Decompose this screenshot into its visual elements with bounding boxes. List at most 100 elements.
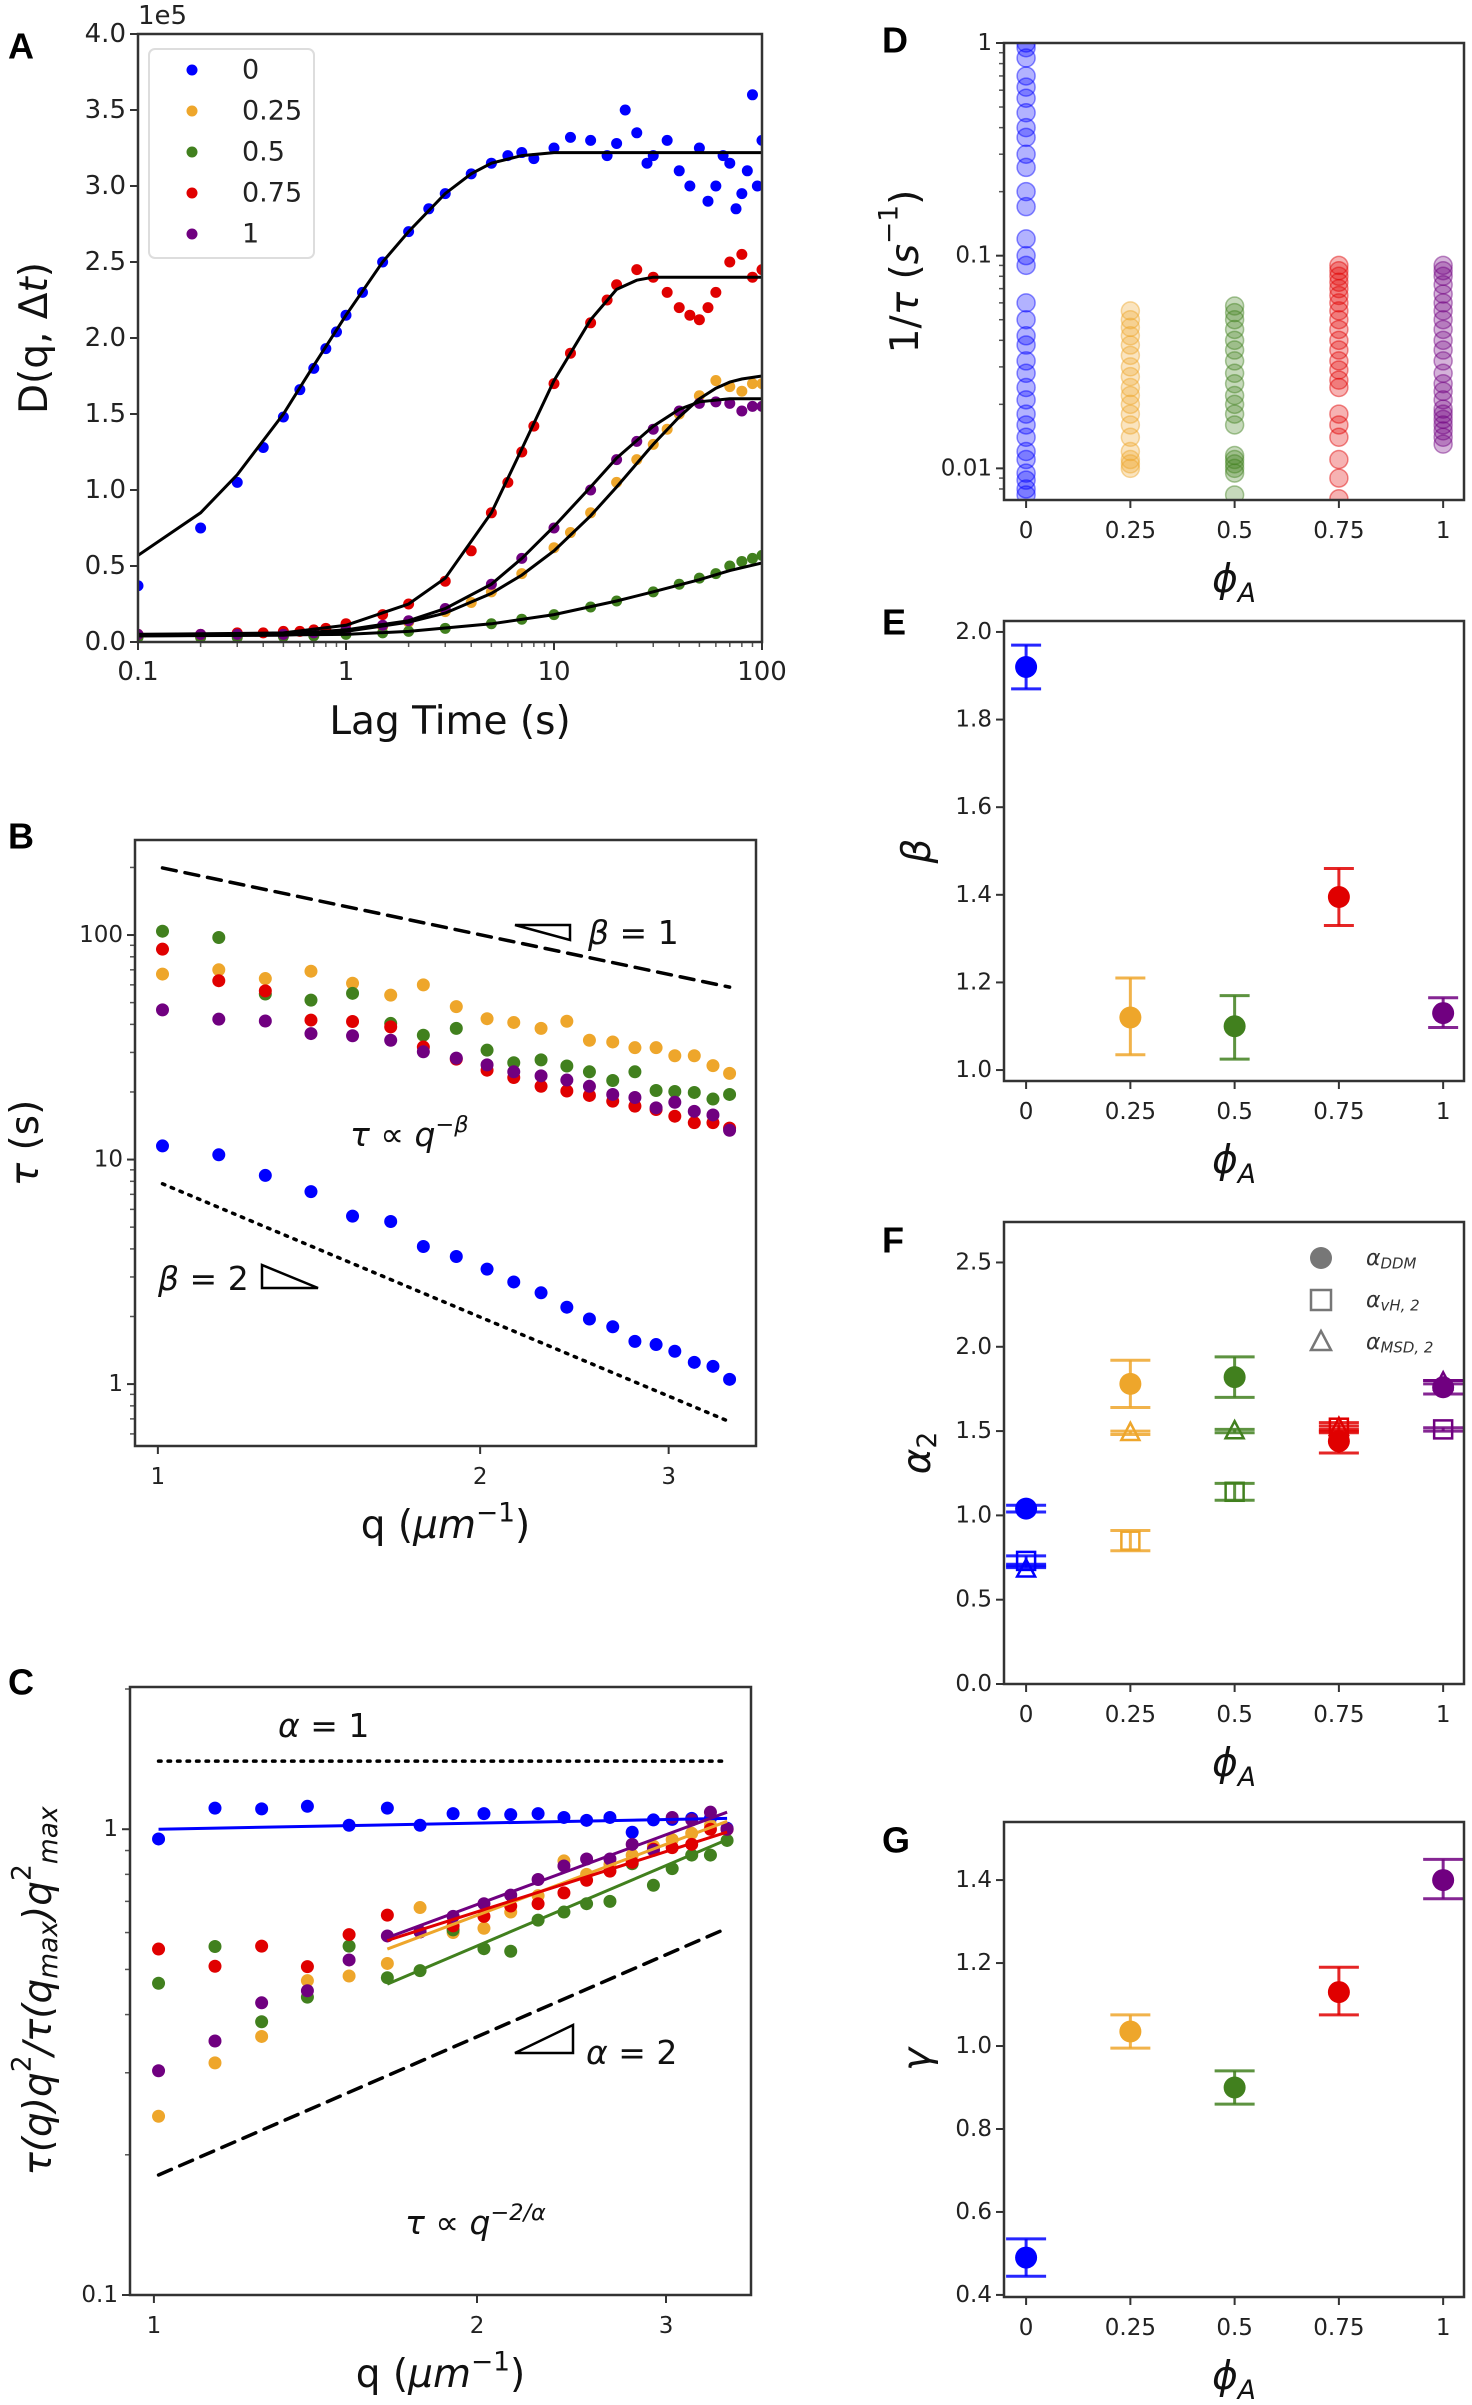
strip-series <box>1120 301 1141 479</box>
annotation: α = 1 <box>278 1706 369 1745</box>
data-point <box>706 1059 720 1073</box>
data-point <box>1433 340 1453 360</box>
data-point <box>1223 1015 1246 1038</box>
data-point <box>477 1807 491 1821</box>
data-point <box>480 1058 494 1072</box>
data-point <box>1016 157 1036 178</box>
data-point <box>212 931 226 945</box>
data-point <box>1015 1497 1038 1520</box>
y-tick-label: 0.1 <box>955 243 992 269</box>
series <box>155 1003 737 1137</box>
annotation: α = 2 <box>586 2033 677 2072</box>
x-tick-label: 1 <box>1436 2315 1451 2341</box>
y-axis-label: D(q, Δt) <box>12 262 57 414</box>
data-point <box>606 1087 620 1101</box>
data-point <box>1120 326 1141 346</box>
data-point <box>649 1338 663 1352</box>
data-point <box>480 1012 494 1026</box>
data-point <box>1016 144 1036 164</box>
data-point <box>1329 340 1349 360</box>
data-point <box>416 1028 430 1042</box>
data-point <box>1015 656 1038 678</box>
data-point <box>416 978 430 992</box>
panel-label: G <box>882 1820 910 1861</box>
data-point <box>560 1059 574 1073</box>
y-tick-label: 1 <box>108 1371 123 1397</box>
slope-triangle <box>514 2023 575 2055</box>
data-point <box>1224 302 1245 323</box>
data-point <box>641 157 653 169</box>
y-tick-label: 0.8 <box>955 2116 992 2142</box>
data-point <box>416 1045 430 1059</box>
y-tick-label: 1.0 <box>955 1057 992 1083</box>
data-point <box>480 1262 494 1276</box>
data-point <box>346 986 360 1000</box>
data-point <box>1016 441 1036 462</box>
data-point <box>710 286 722 298</box>
data-point <box>1329 330 1349 351</box>
data-point <box>628 1334 642 1348</box>
data-point <box>449 1051 463 1065</box>
y-tick-label: 2.0 <box>955 619 992 645</box>
data-point <box>606 1035 620 1049</box>
data-point <box>706 1359 720 1373</box>
fit-curve <box>138 374 762 638</box>
data-point <box>723 1123 737 1137</box>
data-point <box>585 134 597 146</box>
data-point <box>1119 1006 1142 1029</box>
data-point <box>1224 415 1245 435</box>
data-point <box>1224 394 1245 415</box>
annotation: β = 2 <box>157 1259 249 1298</box>
data-point <box>746 89 758 101</box>
data-point <box>413 1901 427 1915</box>
x-tick-label: 0 <box>1019 2315 1034 2341</box>
x-tick-label: 1 <box>151 1464 166 1490</box>
data-point <box>628 1090 642 1104</box>
y-tick-label: 0.0 <box>955 1671 992 1697</box>
data-point <box>1016 43 1036 53</box>
strip-series <box>1224 296 1245 500</box>
data-point <box>668 1084 682 1098</box>
y-tick-label: 0.5 <box>955 1587 992 1613</box>
data-point <box>480 1043 494 1057</box>
x-tick-label: 0.25 <box>1105 1099 1156 1125</box>
data-point <box>1120 458 1141 479</box>
data-point <box>152 1942 166 1956</box>
data-point <box>1120 377 1141 398</box>
data-point <box>1119 1420 1142 1442</box>
data-point <box>342 1953 356 1967</box>
dashed-reference-line <box>156 1926 729 2177</box>
y-tick-label: 1.4 <box>955 1867 992 1893</box>
series-1 <box>138 396 762 640</box>
data-point <box>208 1959 222 1973</box>
data-point <box>1329 301 1349 321</box>
data-point <box>300 1960 314 1974</box>
data-point <box>625 1825 639 1839</box>
data-point <box>723 1087 737 1101</box>
data-point <box>1016 351 1036 371</box>
data-point <box>1016 181 1036 202</box>
series-0.75 <box>138 248 762 640</box>
series <box>152 1818 734 2123</box>
fit-curve <box>138 151 762 557</box>
legend-marker <box>1310 1247 1332 1269</box>
data-point <box>531 1897 545 1911</box>
data-point <box>1016 66 1036 86</box>
data-point <box>1433 309 1453 330</box>
y-tick-label: 4.0 <box>85 19 126 49</box>
x-tick-label: 0.5 <box>1216 2315 1253 2341</box>
data-point <box>1329 351 1349 371</box>
data-point <box>380 1956 394 1970</box>
y-tick-label: 10 <box>94 1147 123 1173</box>
legend-label: 0.75 <box>242 178 302 209</box>
data-point <box>649 1101 663 1115</box>
data-point <box>1016 335 1036 355</box>
data-point <box>1223 1366 1246 1389</box>
data-point <box>1433 381 1453 402</box>
data-point <box>1433 427 1453 448</box>
data-point <box>304 1185 318 1199</box>
data-point <box>746 400 758 412</box>
x-axis-label: ϕA <box>1212 1138 1256 1190</box>
y-tick-label: 1 <box>977 30 992 56</box>
